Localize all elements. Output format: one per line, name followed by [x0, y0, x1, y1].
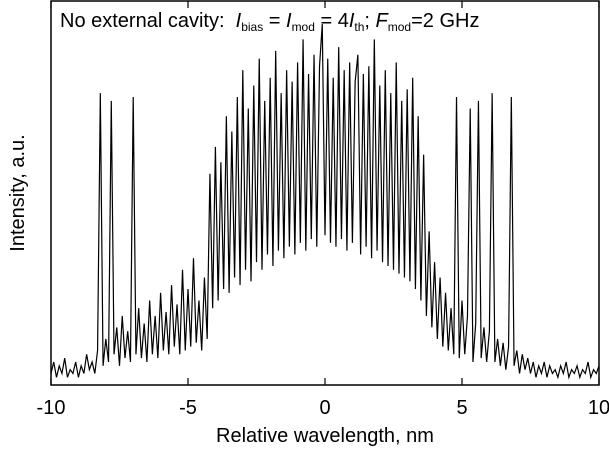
annotation: No external cavity: Ibias = Imod = 4Ith;… — [60, 10, 479, 34]
x-tick-label: 0 — [319, 397, 330, 419]
annotation-part: mod — [292, 20, 315, 34]
x-axis-label: Relative wavelength, nm — [216, 425, 434, 447]
annotation-part: I — [286, 10, 292, 32]
annotation-part: No external cavity: — [60, 10, 236, 32]
spectrum-line — [50, 24, 600, 380]
annotation-part: =2 GHz — [411, 10, 479, 32]
x-tick-label: 10 — [588, 397, 609, 419]
annotation-part: bias — [241, 20, 263, 34]
annotation-part: = — [263, 10, 286, 32]
x-tick-label: 5 — [456, 397, 467, 419]
x-tick-label: -5 — [179, 397, 197, 419]
y-axis-label: Intensity, a.u. — [7, 134, 29, 251]
x-tick-label: -10 — [37, 397, 66, 419]
annotation-part: ; — [364, 10, 375, 32]
annotation-part: I — [236, 10, 242, 32]
annotation-part: = 4 — [315, 10, 349, 32]
annotation-part: F — [376, 10, 390, 32]
annotation-part: I — [349, 10, 355, 32]
annotation-part: th — [354, 20, 364, 34]
annotation-part: mod — [388, 20, 411, 34]
